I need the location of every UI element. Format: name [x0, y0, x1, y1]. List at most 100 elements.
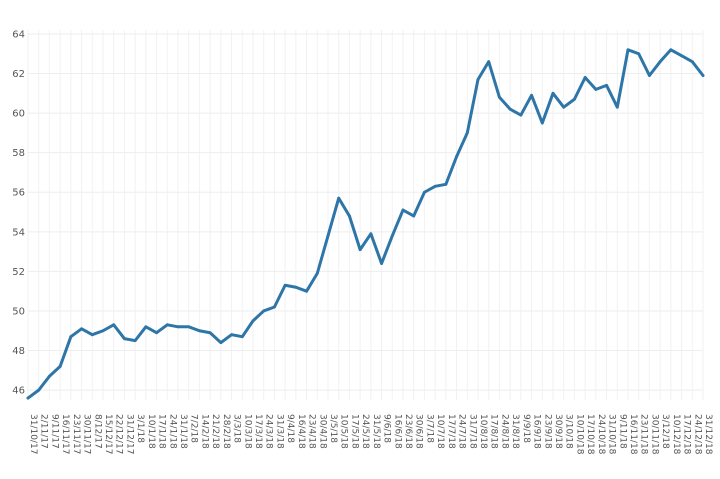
- x-tick-label: 9/9/18: [521, 414, 531, 443]
- x-tick-label: 31/10/18: [607, 414, 617, 455]
- data-point: [283, 283, 287, 287]
- x-tick-label: 3/5/18: [328, 414, 338, 443]
- data-point: [605, 84, 608, 87]
- data-point: [487, 60, 491, 64]
- y-tick-label: 60: [12, 109, 25, 120]
- data-point: [123, 337, 126, 341]
- x-tick-label: 22/12/17: [114, 414, 124, 454]
- x-tick-label: 31/12/18: [703, 414, 713, 455]
- series-line: [26, 48, 705, 400]
- data-point: [519, 113, 523, 117]
- data-point: [80, 327, 83, 331]
- data-point: [508, 107, 512, 111]
- data-point: [294, 285, 298, 289]
- x-tick-label: 16/4/18: [296, 414, 306, 449]
- x-tick-label: 31/3/18: [274, 414, 284, 449]
- x-tick-label: 10/7/18: [435, 414, 445, 449]
- x-tick-label: 10/3/18: [242, 414, 252, 449]
- x-tick-label: 31/12/17: [124, 414, 134, 454]
- x-tick-label: 9/11/17: [49, 414, 59, 449]
- x-tick-label: 31/8/18: [510, 414, 520, 449]
- x-tick-label: 2/11/17: [39, 414, 49, 449]
- x-tick-label: 3/7/18: [424, 414, 434, 443]
- x-tick-label: 10/5/18: [339, 414, 349, 449]
- x-tick-label: 14/2/18: [199, 414, 209, 449]
- x-tick-label: 31/5/18: [371, 414, 381, 449]
- x-tick-label: 3/3/18: [232, 414, 242, 443]
- data-point: [198, 329, 201, 333]
- x-tick-label: 30/11/18: [649, 414, 659, 455]
- y-tick-label: 46: [12, 386, 25, 397]
- data-point: [444, 182, 448, 186]
- data-point: [208, 331, 212, 335]
- data-point: [669, 48, 673, 52]
- data-point: [423, 190, 426, 194]
- x-tick-label: 31/7/18: [467, 414, 477, 449]
- y-tick-label: 54: [12, 227, 25, 238]
- x-tick-label: 3/12/18: [660, 414, 670, 449]
- x-tick-label: 30/4/18: [317, 414, 327, 449]
- x-axis-ticks: 31/10/17 2/11/17 9/11/17 16/11/17 23/11/17 30…: [28, 414, 713, 455]
- data-point: [562, 105, 566, 109]
- data-point: [133, 339, 137, 343]
- data-point: [112, 323, 116, 327]
- data-point: [155, 331, 158, 335]
- y-tick-label: 52: [12, 267, 25, 278]
- x-tick-label: 16/9/18: [532, 414, 542, 449]
- x-tick-label: 30/9/18: [553, 414, 563, 449]
- x-tick-label: 9/4/18: [285, 414, 295, 443]
- x-tick-label: 8/12/17: [92, 414, 102, 449]
- data-point: [594, 87, 598, 91]
- data-point: [26, 396, 30, 400]
- x-tick-label: 17/1/18: [157, 414, 167, 449]
- data-point: [48, 374, 51, 378]
- data-point: [498, 95, 501, 99]
- x-tick-label: 17/3/18: [253, 414, 263, 449]
- data-point: [615, 105, 619, 109]
- data-point: [476, 78, 480, 81]
- x-tick-label: 10/10/18: [574, 414, 584, 455]
- x-tick-label: 9/11/18: [617, 414, 627, 449]
- data-point: [455, 155, 458, 159]
- y-tick-label: 48: [12, 346, 25, 357]
- x-tick-label: 23/11/18: [639, 414, 649, 455]
- data-point: [583, 76, 587, 79]
- data-point: [315, 271, 319, 275]
- x-tick-label: 24/12/18: [692, 414, 702, 455]
- x-tick-label: 31/10/17: [28, 414, 38, 454]
- x-tick-label: 24/7/18: [457, 414, 467, 449]
- x-tick-label: 23/4/18: [307, 414, 317, 449]
- x-tick-label: 16/11/17: [60, 414, 70, 454]
- data-point: [230, 333, 233, 337]
- x-tick-label: 24/8/18: [499, 414, 509, 449]
- data-point: [219, 341, 223, 345]
- data-point: [101, 329, 105, 333]
- x-tick-label: 24/3/18: [264, 414, 274, 449]
- data-point: [690, 60, 694, 64]
- x-tick-label: 17/10/18: [585, 414, 595, 455]
- data-point: [37, 388, 41, 392]
- data-point: [348, 214, 351, 218]
- x-tick-label: 7/2/18: [189, 414, 199, 443]
- x-tick-label: 23/9/18: [542, 414, 552, 449]
- data-point: [637, 52, 641, 56]
- x-tick-label: 23/11/17: [71, 414, 81, 454]
- data-point: [358, 248, 362, 252]
- x-tick-label: 30/11/17: [82, 414, 92, 454]
- data-point: [626, 48, 630, 52]
- x-tick-label: 24/10/18: [596, 414, 606, 455]
- x-tick-label: 3/10/18: [564, 414, 574, 449]
- x-tick-label: 30/6/18: [414, 414, 424, 449]
- grid: [27, 30, 704, 400]
- data-point: [680, 54, 683, 58]
- data-point: [648, 74, 651, 77]
- data-point: [144, 325, 148, 329]
- x-tick-label: 23/6/18: [403, 414, 413, 449]
- data-point: [69, 335, 73, 339]
- x-tick-label: 17/5/18: [349, 414, 359, 449]
- data-point: [251, 319, 255, 323]
- data-point: [658, 60, 662, 64]
- data-point: [540, 121, 544, 125]
- x-tick-label: 10/1/18: [146, 414, 156, 449]
- data-point: [337, 196, 341, 200]
